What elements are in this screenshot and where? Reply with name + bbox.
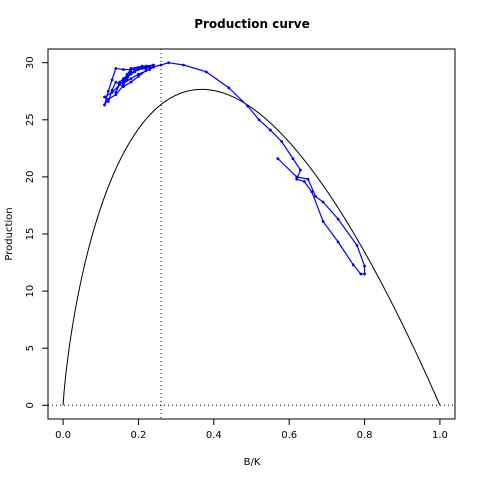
observed-point xyxy=(121,81,125,85)
observed-point xyxy=(137,67,140,70)
observed-point xyxy=(106,97,110,101)
observed-point xyxy=(363,264,366,268)
observed-point xyxy=(152,63,155,67)
observed-point xyxy=(321,220,325,223)
observed-point xyxy=(148,68,152,71)
observed-point xyxy=(114,90,118,94)
observed-point xyxy=(295,177,299,181)
observed-point xyxy=(182,63,186,67)
y-tick-label: 5 xyxy=(25,345,36,351)
x-tick-label: 0.0 xyxy=(55,430,71,441)
observed-point xyxy=(204,70,208,74)
observed-point xyxy=(302,180,306,183)
x-axis-label: B/K xyxy=(244,457,261,468)
observed-point xyxy=(148,65,152,69)
observed-point xyxy=(137,75,140,78)
observed-point xyxy=(121,85,125,89)
observed-point xyxy=(268,128,272,132)
y-tick-label: 30 xyxy=(25,56,36,69)
observed-point xyxy=(299,168,302,172)
observed-point xyxy=(351,263,355,267)
y-tick-label: 0 xyxy=(25,402,36,408)
x-tick-label: 0.4 xyxy=(206,430,222,441)
observed-point xyxy=(336,217,340,221)
observed-point xyxy=(336,240,340,244)
observed-point xyxy=(106,89,110,93)
data-series xyxy=(103,61,366,276)
plot-frame xyxy=(47,48,456,420)
observed-point xyxy=(129,71,133,75)
observed-point xyxy=(110,78,114,82)
observed-point xyxy=(118,83,122,86)
observed-point xyxy=(306,177,310,181)
observed-point xyxy=(129,77,133,81)
observed-point xyxy=(144,69,148,73)
observed-point xyxy=(144,64,148,68)
observed-point xyxy=(159,63,163,67)
theoretical-curve-line xyxy=(62,88,441,406)
observed-point xyxy=(295,175,299,179)
x-tick-label: 1.0 xyxy=(432,430,448,441)
observed-point xyxy=(363,272,366,276)
observed-point xyxy=(167,61,170,65)
observed-point xyxy=(125,78,129,82)
observed-point xyxy=(280,140,284,143)
y-tick-label: 10 xyxy=(25,285,36,298)
y-axis-label: Production xyxy=(4,207,15,260)
production-curve xyxy=(62,88,441,406)
y-tick-label: 25 xyxy=(25,113,36,126)
axes: 0.0 0.2 0.4 0.6 0.8 1.0 0 5 10 15 20 25 30 xyxy=(25,56,448,441)
observed-point xyxy=(103,103,106,107)
observed-point xyxy=(355,244,359,247)
y-tick-label: 20 xyxy=(25,171,36,184)
chart-title: Production curve xyxy=(194,17,310,31)
observed-point xyxy=(140,64,144,68)
observed-point xyxy=(103,95,106,99)
observed-point xyxy=(137,72,140,76)
observed-point xyxy=(257,118,261,122)
observed-point xyxy=(359,272,363,276)
observed-point xyxy=(125,73,129,77)
observed-point xyxy=(114,93,118,97)
reference-lines xyxy=(48,49,455,419)
observed-point xyxy=(121,77,125,81)
observed-point xyxy=(144,67,148,70)
observed-point xyxy=(114,80,118,84)
x-tick-label: 0.6 xyxy=(281,430,297,441)
observed-point xyxy=(291,157,295,161)
observed-point xyxy=(276,157,280,161)
observed-point xyxy=(140,67,144,70)
observed-point xyxy=(114,67,118,70)
observed-point xyxy=(121,79,125,83)
x-tick-label: 0.8 xyxy=(357,430,373,441)
observed-point xyxy=(125,76,129,79)
observed-point xyxy=(321,200,325,204)
observed-trajectory-line xyxy=(103,62,366,275)
observed-point xyxy=(129,80,133,84)
observed-point xyxy=(106,100,110,103)
y-tick-label: 15 xyxy=(25,228,36,241)
observed-point xyxy=(227,86,231,90)
observed-point xyxy=(152,65,155,69)
observed-point xyxy=(129,67,133,70)
observed-point xyxy=(110,88,114,92)
observed-point xyxy=(121,68,125,71)
observed-point xyxy=(310,190,314,194)
observed-point xyxy=(110,90,114,94)
observed-point xyxy=(133,70,137,74)
observed-point xyxy=(118,80,122,84)
x-tick-label: 0.2 xyxy=(130,430,146,441)
observed-point xyxy=(246,104,250,108)
observed-point xyxy=(314,194,317,198)
